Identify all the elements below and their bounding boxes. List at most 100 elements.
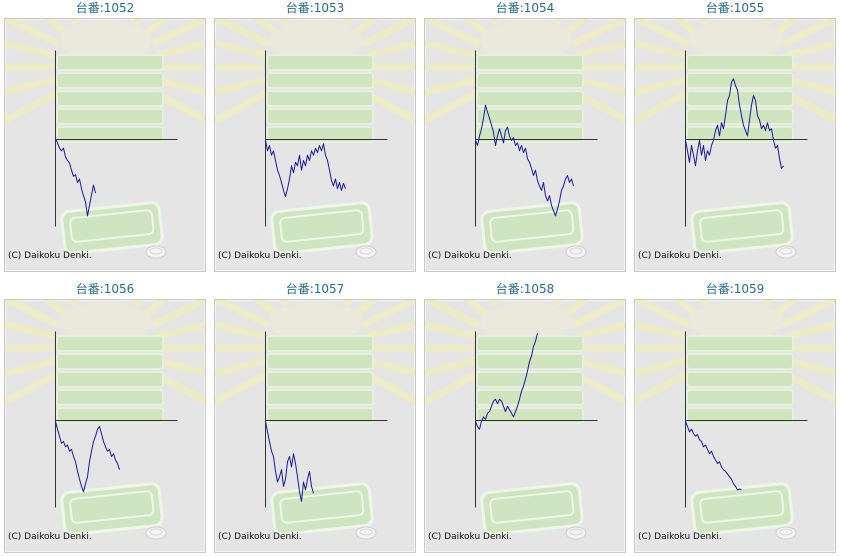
decor-rack bbox=[266, 353, 374, 370]
decor-rack bbox=[476, 353, 584, 370]
decor-rack bbox=[56, 72, 164, 89]
machine-number-title[interactable]: 台番:1054 bbox=[495, 1, 555, 15]
series-line bbox=[475, 333, 538, 430]
decor-tray bbox=[690, 201, 794, 255]
decor-bowl-inner bbox=[779, 247, 793, 255]
graph-panel[interactable]: (C) Daikoku Denki. bbox=[634, 18, 836, 272]
decor-bowl-inner bbox=[149, 247, 163, 255]
decor-rack bbox=[56, 54, 164, 71]
decor-ray bbox=[5, 88, 62, 125]
copyright-label: (C) Daikoku Denki. bbox=[428, 251, 512, 261]
decor-crown bbox=[690, 21, 782, 61]
background-machine-illustration bbox=[425, 19, 625, 259]
decor-crown bbox=[270, 21, 362, 61]
decor-ray bbox=[635, 76, 687, 96]
copyright-label: (C) Daikoku Denki. bbox=[218, 251, 302, 261]
copyright-label: (C) Daikoku Denki. bbox=[428, 532, 512, 542]
line-chart bbox=[215, 300, 415, 540]
graph-cell-1056[interactable]: 台番:1056 (C) Daikoku Denki. bbox=[0, 281, 210, 556]
decor-crown bbox=[60, 302, 152, 342]
series-line bbox=[55, 138, 96, 217]
decor-ray bbox=[155, 76, 205, 96]
decor-ray bbox=[143, 19, 169, 37]
decor-rack bbox=[686, 54, 794, 71]
machine-number-title[interactable]: 台番:1058 bbox=[495, 282, 555, 296]
decor-crown bbox=[480, 21, 572, 61]
series-line bbox=[265, 140, 346, 198]
machine-number-title[interactable]: 台番:1053 bbox=[285, 1, 345, 15]
decor-rack bbox=[266, 90, 374, 107]
decor-tray-inner bbox=[699, 209, 785, 243]
decor-ray bbox=[785, 357, 835, 377]
graph-cell-1054[interactable]: 台番:1054 (C) Daikoku Denki. bbox=[420, 0, 630, 275]
graph-panel[interactable]: (C) Daikoku Denki. bbox=[214, 18, 416, 272]
line-chart bbox=[635, 300, 835, 540]
graph-cell-1058[interactable]: 台番:1058 (C) Daikoku Denki. bbox=[420, 281, 630, 556]
decor-ray bbox=[781, 19, 835, 48]
line-chart bbox=[5, 300, 205, 540]
graph-panel[interactable]: (C) Daikoku Denki. bbox=[4, 299, 206, 553]
machine-number-title[interactable]: 台番:1057 bbox=[285, 282, 345, 296]
decor-crown bbox=[60, 21, 152, 61]
copyright-label: (C) Daikoku Denki. bbox=[218, 532, 302, 542]
graph-cell-1052[interactable]: 台番:1052 (C) Daikoku Denki. bbox=[0, 0, 210, 275]
decor-ray bbox=[635, 88, 692, 125]
decor-ray bbox=[5, 76, 57, 96]
decor-ray bbox=[155, 40, 205, 59]
decor-rack bbox=[266, 126, 374, 143]
decor-ray bbox=[155, 321, 205, 340]
decor-ray bbox=[365, 76, 415, 96]
graph-cell-1053[interactable]: 台番:1053 (C) Daikoku Denki. bbox=[210, 0, 420, 275]
copyright-label: (C) Daikoku Denki. bbox=[638, 251, 722, 261]
machine-number-title[interactable]: 台番:1055 bbox=[705, 1, 765, 15]
decor-ray bbox=[780, 369, 835, 405]
decor-ray bbox=[570, 369, 625, 405]
decor-tray-inner bbox=[279, 490, 365, 524]
decor-ray bbox=[785, 76, 835, 96]
copyright-label: (C) Daikoku Denki. bbox=[8, 532, 92, 542]
decor-rack bbox=[476, 90, 584, 107]
decor-ray bbox=[5, 321, 57, 340]
decor-tray bbox=[60, 482, 164, 536]
decor-ray bbox=[5, 357, 57, 377]
decor-ray bbox=[360, 369, 415, 405]
machine-number-title[interactable]: 台番:1056 bbox=[75, 282, 135, 296]
series-line bbox=[265, 421, 314, 502]
decor-tray bbox=[480, 201, 584, 255]
graph-cell-1057[interactable]: 台番:1057 (C) Daikoku Denki. bbox=[210, 281, 420, 556]
graph-panel[interactable]: (C) Daikoku Denki. bbox=[214, 299, 416, 553]
decor-ray bbox=[215, 300, 271, 329]
decor-ray bbox=[365, 40, 415, 59]
decor-ray bbox=[151, 19, 205, 48]
decor-ray bbox=[635, 369, 692, 406]
graph-panel[interactable]: (C) Daikoku Denki. bbox=[424, 18, 626, 272]
series-line bbox=[685, 421, 742, 491]
decor-ray bbox=[353, 300, 379, 318]
decor-tray-inner bbox=[699, 490, 785, 524]
decor-tray-inner bbox=[489, 490, 575, 524]
graph-panel[interactable]: (C) Daikoku Denki. bbox=[634, 299, 836, 553]
decor-rack bbox=[266, 407, 374, 424]
graph-cell-1055[interactable]: 台番:1055 (C) Daikoku Denki. bbox=[630, 0, 840, 275]
machine-number-title[interactable]: 台番:1059 bbox=[705, 282, 765, 296]
decor-rack bbox=[476, 389, 584, 406]
decor-ray bbox=[425, 19, 481, 48]
series-line bbox=[55, 421, 120, 493]
decor-ray bbox=[361, 19, 415, 48]
decor-tray-inner bbox=[489, 209, 575, 243]
decor-tray bbox=[480, 482, 584, 536]
decor-ray bbox=[151, 300, 205, 329]
decor-ray bbox=[353, 19, 379, 37]
graph-cell-1059[interactable]: 台番:1059 (C) Daikoku Denki. bbox=[630, 281, 840, 556]
decor-rack bbox=[56, 353, 164, 370]
decor-tray bbox=[270, 201, 374, 255]
decor-ray bbox=[575, 357, 625, 377]
decor-rack bbox=[476, 108, 584, 125]
decor-ray bbox=[571, 19, 625, 48]
graph-panel[interactable]: (C) Daikoku Denki. bbox=[4, 18, 206, 272]
decor-rack bbox=[686, 353, 794, 370]
decor-ray bbox=[635, 300, 691, 329]
machine-number-title[interactable]: 台番:1052 bbox=[75, 1, 135, 15]
graph-panel[interactable]: (C) Daikoku Denki. bbox=[424, 299, 626, 553]
decor-bowl-inner bbox=[149, 528, 163, 536]
